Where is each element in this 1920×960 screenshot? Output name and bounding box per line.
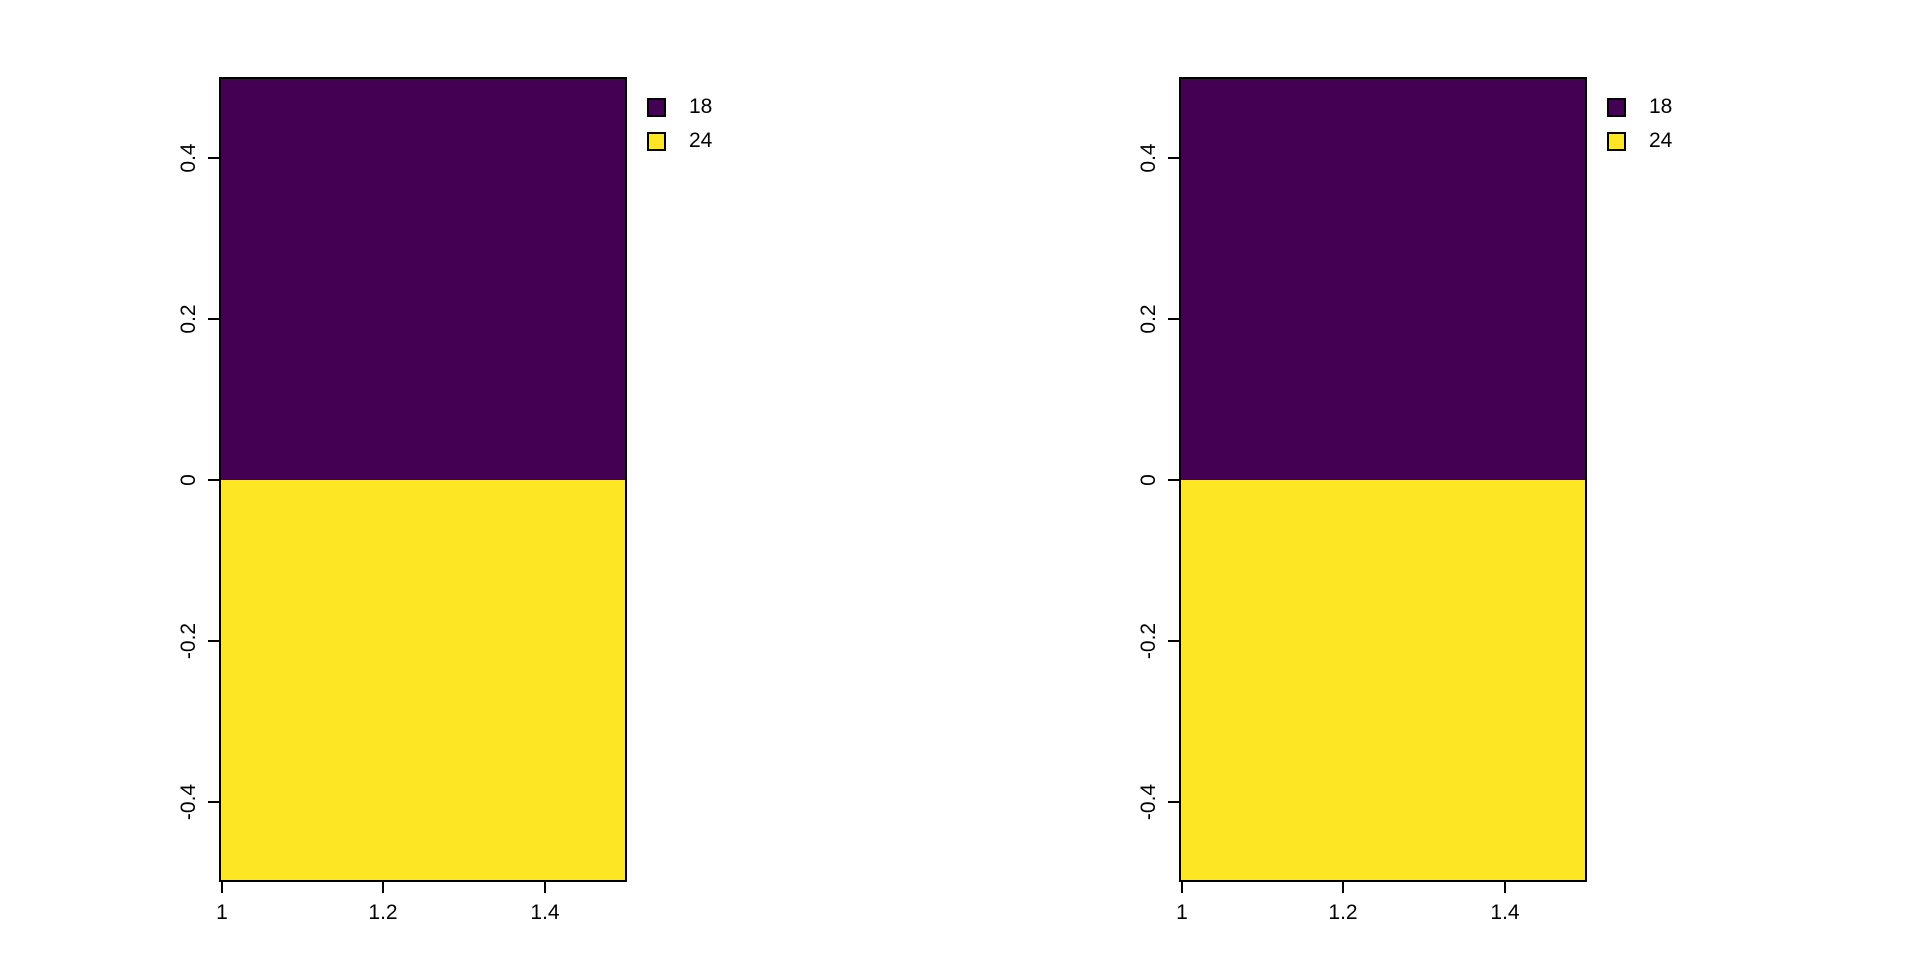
x-tick bbox=[544, 882, 546, 893]
legend-label: 24 bbox=[1649, 129, 1673, 152]
x-tick-label: 1 bbox=[1176, 901, 1188, 924]
y-tick bbox=[1168, 479, 1179, 481]
y-tick-label: 0.2 bbox=[1137, 304, 1160, 334]
y-tick bbox=[208, 640, 219, 642]
legend-label: 18 bbox=[1649, 95, 1673, 118]
x-tick-label: 1.4 bbox=[530, 901, 560, 924]
x-tick bbox=[1181, 882, 1183, 893]
y-tick-label: 0.2 bbox=[177, 304, 200, 334]
y-tick bbox=[208, 157, 219, 159]
legend-swatch bbox=[647, 97, 666, 117]
legend-item: 24 bbox=[647, 129, 712, 153]
x-tick-label: 1.2 bbox=[368, 901, 398, 924]
legend-swatch bbox=[1607, 131, 1626, 151]
y-tick-label: -0.2 bbox=[1137, 622, 1160, 660]
x-tick bbox=[382, 882, 384, 893]
legend-label: 24 bbox=[689, 129, 713, 152]
x-tick bbox=[1504, 882, 1506, 893]
chart-panel-left: 0.4 0.2 0 -0.2 -0.4 1 1.2 1.4 18 24 bbox=[177, 77, 712, 924]
heatmap-cell-top bbox=[221, 79, 625, 480]
y-tick bbox=[1168, 801, 1179, 803]
x-tick-label: 1.4 bbox=[1490, 901, 1520, 924]
heatmap-cell-bottom bbox=[1181, 479, 1585, 880]
heatmap-cell-bottom bbox=[221, 479, 625, 880]
y-tick-label: 0.4 bbox=[177, 143, 200, 173]
legend-swatch bbox=[647, 131, 666, 151]
y-tick-label: -0.2 bbox=[177, 622, 200, 660]
x-tick bbox=[1342, 882, 1344, 893]
y-tick-label: 0 bbox=[1137, 474, 1160, 486]
x-tick-label: 1 bbox=[216, 901, 228, 924]
y-tick-label: -0.4 bbox=[177, 783, 200, 821]
legend-label: 18 bbox=[689, 95, 713, 118]
plot-area bbox=[219, 77, 627, 882]
y-tick bbox=[1168, 157, 1179, 159]
y-tick-label: 0 bbox=[177, 474, 200, 486]
x-tick-label: 1.2 bbox=[1328, 901, 1358, 924]
chart-panel-right: 0.4 0.2 0 -0.2 -0.4 1 1.2 1.4 18 24 bbox=[960, 0, 1920, 960]
y-tick-label: 0.4 bbox=[1137, 143, 1160, 173]
y-tick bbox=[1168, 640, 1179, 642]
legend-item: 18 bbox=[1607, 95, 1672, 119]
y-tick-label: -0.4 bbox=[1137, 783, 1160, 821]
y-tick bbox=[1168, 318, 1179, 320]
x-tick bbox=[221, 882, 223, 893]
legend-swatch bbox=[1607, 97, 1626, 117]
y-tick bbox=[208, 479, 219, 481]
plot-area bbox=[1179, 77, 1587, 882]
legend: 18 24 bbox=[1607, 95, 1672, 153]
legend-item: 24 bbox=[1607, 129, 1672, 153]
y-tick bbox=[208, 318, 219, 320]
heatmap-cell-top bbox=[1181, 79, 1585, 480]
y-tick bbox=[208, 801, 219, 803]
legend-item: 18 bbox=[647, 95, 712, 119]
legend: 18 24 bbox=[647, 95, 712, 153]
